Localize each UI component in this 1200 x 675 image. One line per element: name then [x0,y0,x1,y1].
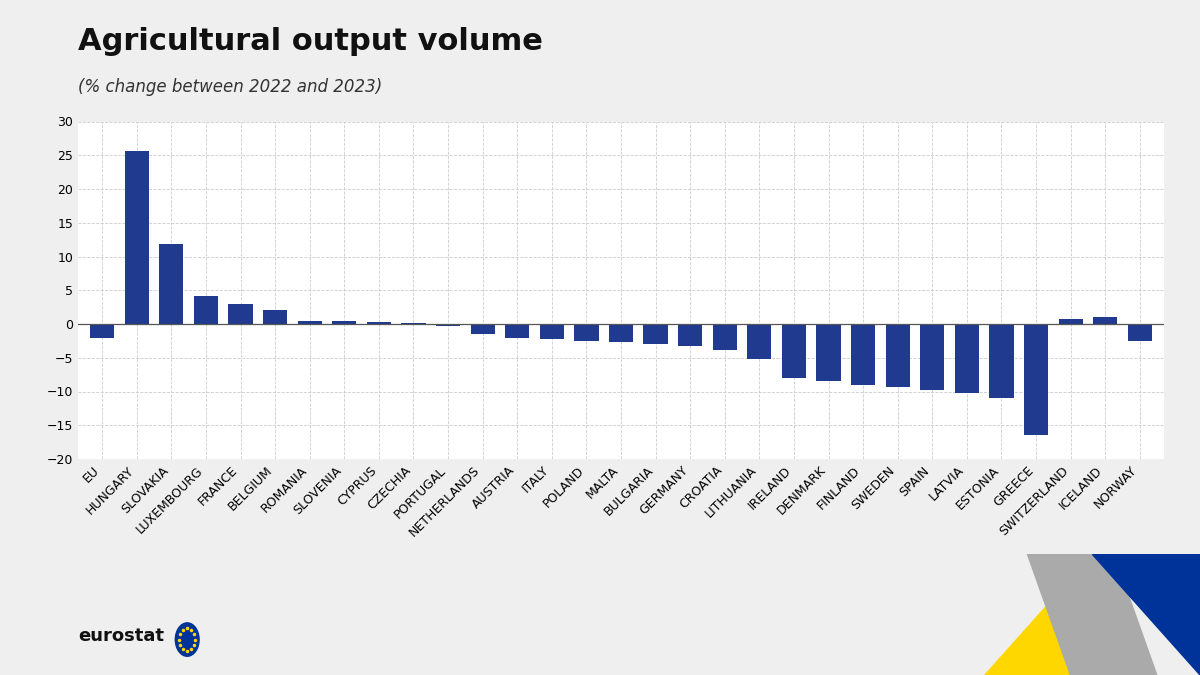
Bar [298,321,322,324]
Bar [436,324,460,326]
Bar [782,324,806,378]
Text: Agricultural output volume: Agricultural output volume [78,27,542,56]
Bar [194,296,218,324]
Text: eurostat: eurostat [78,626,164,645]
Bar [643,324,667,344]
Bar [678,324,702,346]
Bar [125,151,149,324]
Polygon shape [984,554,1092,675]
Bar [989,324,1014,398]
Polygon shape [1092,554,1200,675]
Bar [1128,324,1152,341]
Bar [332,321,356,324]
Circle shape [175,623,199,656]
Bar [575,324,599,341]
Bar [228,304,253,324]
Bar [470,324,494,334]
Bar [816,324,841,381]
Bar [263,310,287,324]
Bar [608,324,634,342]
Bar [1058,319,1082,324]
Bar [851,324,875,385]
Polygon shape [1027,554,1157,675]
Bar [505,324,529,338]
Bar [401,323,426,324]
Bar [713,324,737,350]
Bar [748,324,772,359]
Text: (% change between 2022 and 2023): (% change between 2022 and 2023) [78,78,383,96]
Bar [955,324,979,393]
Bar [160,244,184,324]
Bar [886,324,910,387]
Bar [367,322,391,324]
Bar [90,324,114,338]
Bar [1093,317,1117,324]
Bar [1024,324,1048,435]
Bar [920,324,944,390]
Bar [540,324,564,339]
